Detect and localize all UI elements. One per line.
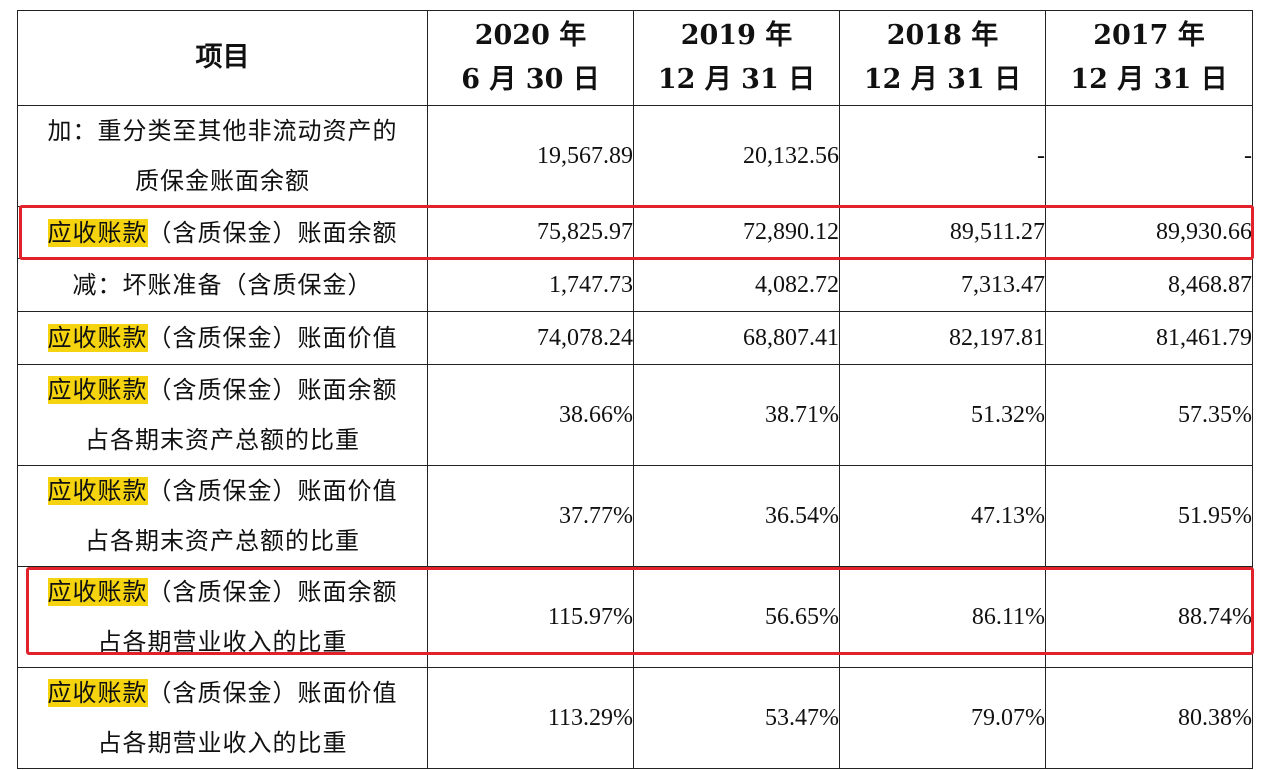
cell-value: 1,747.73 [427, 258, 634, 312]
label-rest: （含质保金）账面价值 [147, 324, 398, 352]
cell-value: 36.54% [633, 465, 840, 567]
cell-value: 57.35% [1045, 364, 1253, 466]
label-line: 应收账款（含质保金）账面余额 [18, 365, 427, 415]
table-row: 应收账款（含质保金）账面价值 74,078.24 68,807.41 82,19… [17, 311, 1253, 365]
label-rest: （含质保金）账面价值 [147, 477, 398, 505]
highlighted-term: 应收账款 [47, 477, 148, 505]
cell-value: 53.47% [633, 667, 840, 769]
label-line: 占各期营业收入的比重 [97, 729, 348, 757]
cell-value: 81,461.79 [1045, 311, 1253, 365]
label-line: 应收账款（含质保金）账面价值 [18, 668, 427, 718]
label-line: 加：重分类至其他非流动资产的 [47, 117, 398, 145]
table-row: 应收账款（含质保金）账面余额 占各期营业收入的比重 115.97% 56.65%… [17, 566, 1253, 668]
label-rest: （含质保金）账面余额 [147, 578, 398, 606]
cell-value: 4,082.72 [633, 258, 840, 312]
label-line: 减：坏账准备（含质保金） [72, 271, 373, 299]
table-row: 应收账款（含质保金）账面余额 75,825.97 72,890.12 89,51… [17, 206, 1253, 259]
table-row: 应收账款（含质保金）账面余额 占各期末资产总额的比重 38.66% 38.71%… [17, 364, 1253, 466]
row-label: 应收账款（含质保金）账面价值 [17, 311, 428, 365]
cell-value: 88.74% [1045, 566, 1253, 668]
cell-value: - [1045, 105, 1253, 207]
highlighted-term: 应收账款 [47, 679, 148, 707]
highlighted-term: 应收账款 [47, 578, 148, 606]
highlighted-term: 应收账款 [47, 376, 148, 404]
row-label: 加：重分类至其他非流动资产的 质保金账面余额 [17, 105, 428, 207]
header-year: 2020 年 [474, 20, 587, 51]
label-line: 应收账款（含质保金）账面余额 [18, 567, 427, 617]
table-row: 应收账款（含质保金）账面价值 占各期营业收入的比重 113.29% 53.47%… [17, 667, 1253, 769]
header-col-2019: 2019 年 12 月 31 日 [633, 10, 840, 106]
cell-value: 79.07% [839, 667, 1046, 769]
label-rest: （含质保金）账面价值 [147, 679, 398, 707]
label-line: 应收账款（含质保金）账面价值 [18, 466, 427, 516]
header-col-2017: 2017 年 12 月 31 日 [1045, 10, 1253, 106]
row-label: 减：坏账准备（含质保金） [17, 258, 428, 312]
cell-value: 51.32% [839, 364, 1046, 466]
cell-value: 38.66% [427, 364, 634, 466]
label-line: 占各期末资产总额的比重 [85, 527, 360, 555]
row-label: 应收账款（含质保金）账面余额 占各期末资产总额的比重 [17, 364, 428, 466]
highlighted-term: 应收账款 [47, 324, 148, 352]
financial-table: 项目 2020 年 6 月 30 日 2019 年 12 月 31 日 2018… [17, 10, 1253, 769]
header-date: 12 月 31 日 [863, 64, 1022, 95]
cell-value: - [839, 105, 1046, 207]
cell-value: 86.11% [839, 566, 1046, 668]
cell-value: 20,132.56 [633, 105, 840, 207]
cell-value: 47.13% [839, 465, 1046, 567]
label-line: 应收账款（含质保金）账面余额 [18, 208, 427, 258]
label-rest: （含质保金）账面余额 [147, 376, 398, 404]
cell-value: 8,468.87 [1045, 258, 1253, 312]
cell-value: 37.77% [427, 465, 634, 567]
cell-value: 80.38% [1045, 667, 1253, 769]
cell-value: 113.29% [427, 667, 634, 769]
cell-value: 115.97% [427, 566, 634, 668]
table-row: 应收账款（含质保金）账面价值 占各期末资产总额的比重 37.77% 36.54%… [17, 465, 1253, 567]
cell-value: 89,511.27 [839, 206, 1046, 259]
header-date: 6 月 30 日 [461, 64, 600, 95]
row-label: 应收账款（含质保金）账面余额 [17, 206, 428, 259]
row-label: 应收账款（含质保金）账面价值 占各期末资产总额的比重 [17, 465, 428, 567]
header-col-2020: 2020 年 6 月 30 日 [427, 10, 634, 106]
cell-value: 74,078.24 [427, 311, 634, 365]
label-line: 应收账款（含质保金）账面价值 [18, 313, 427, 363]
cell-value: 56.65% [633, 566, 840, 668]
cell-value: 89,930.66 [1045, 206, 1253, 259]
header-date: 12 月 31 日 [1070, 64, 1228, 95]
row-label: 应收账款（含质保金）账面余额 占各期营业收入的比重 [17, 566, 428, 668]
label-line: 占各期末资产总额的比重 [85, 426, 360, 454]
table-row: 加：重分类至其他非流动资产的 质保金账面余额 19,567.89 20,132.… [17, 105, 1253, 207]
cell-value: 82,197.81 [839, 311, 1046, 365]
header-col-2018: 2018 年 12 月 31 日 [839, 10, 1046, 106]
cell-value: 19,567.89 [427, 105, 634, 207]
cell-value: 51.95% [1045, 465, 1253, 567]
label-rest: （含质保金）账面余额 [147, 218, 398, 247]
header-item: 项目 [17, 10, 428, 106]
header-date: 12 月 31 日 [657, 64, 816, 95]
table-row: 减：坏账准备（含质保金） 1,747.73 4,082.72 7,313.47 … [17, 258, 1253, 312]
cell-value: 75,825.97 [427, 206, 634, 259]
row-label: 应收账款（含质保金）账面价值 占各期营业收入的比重 [17, 667, 428, 769]
cell-value: 38.71% [633, 364, 840, 466]
label-line: 质保金账面余额 [135, 167, 310, 195]
highlighted-term: 应收账款 [47, 218, 148, 247]
cell-value: 68,807.41 [633, 311, 840, 365]
header-year: 2018 年 [886, 20, 999, 51]
label-line: 占各期营业收入的比重 [97, 628, 348, 656]
header-year: 2017 年 [1093, 20, 1205, 51]
header-year: 2019 年 [680, 20, 793, 51]
header-row: 项目 2020 年 6 月 30 日 2019 年 12 月 31 日 2018… [17, 10, 1253, 106]
cell-value: 72,890.12 [633, 206, 840, 259]
cell-value: 7,313.47 [839, 258, 1046, 312]
